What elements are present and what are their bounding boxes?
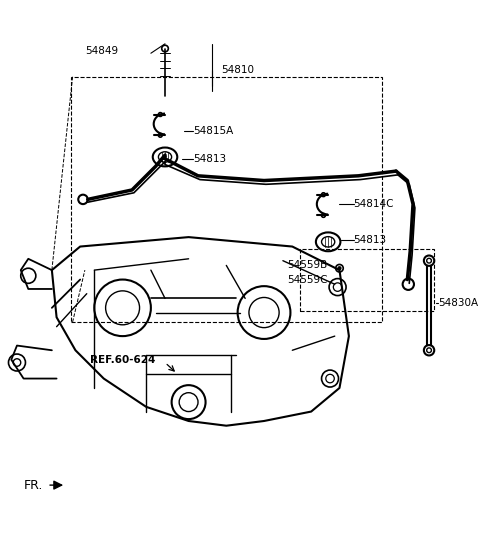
Text: 54813: 54813	[354, 235, 387, 245]
Text: 54559B: 54559B	[288, 261, 328, 270]
Text: 54815A: 54815A	[193, 126, 234, 135]
Text: 54814C: 54814C	[354, 199, 394, 209]
Text: 54830A: 54830A	[439, 298, 479, 308]
Text: REF.60-624: REF.60-624	[90, 355, 155, 364]
Text: 54810: 54810	[222, 65, 254, 75]
Text: FR.: FR.	[24, 479, 43, 492]
Bar	[71, 77, 382, 322]
Text: 54813: 54813	[193, 154, 227, 164]
Bar	[300, 249, 434, 311]
Text: 54849: 54849	[85, 46, 118, 57]
Text: 54559C: 54559C	[288, 275, 328, 285]
Circle shape	[338, 267, 341, 270]
